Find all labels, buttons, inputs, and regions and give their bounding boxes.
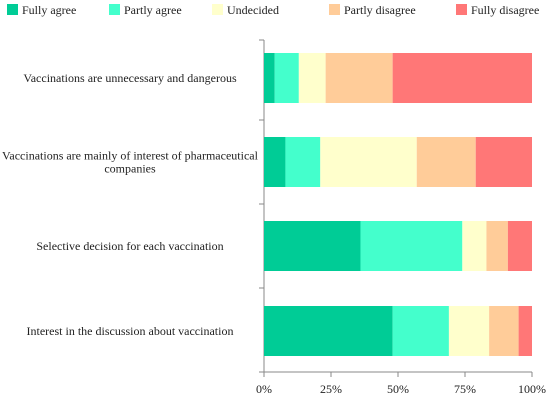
bar-segment [475,137,532,187]
legend-item: Fully disagree [456,3,539,17]
legend-label: Fully disagree [471,3,539,17]
bar-segment [264,221,361,271]
category-labels: Vaccinations are unnecessary and dangero… [2,71,259,338]
bar-segment [392,53,532,103]
category-label-line: Vaccinations are mainly of interest of p… [2,149,259,163]
legend-item: Undecided [212,3,279,17]
bar-segment [448,306,490,356]
bar-segment [264,53,275,103]
legend-swatch [329,4,340,15]
legend-label: Undecided [227,3,279,17]
bar-segment [264,137,286,187]
legend-item: Partly agree [109,3,182,17]
legend-swatch [456,4,467,15]
legend: Fully agree Partly agree Undecided Partly d… [7,3,539,17]
bar-segment [264,306,393,356]
bar-segment [325,53,393,103]
bars [264,53,532,356]
legend-label: Partly agree [124,3,182,17]
x-tick-label: 25% [320,382,342,396]
category-label-line: companies [104,162,156,176]
x-tick-label: 0% [256,382,272,396]
bar-segment [416,137,476,187]
bar-segment [285,137,321,187]
category-label: Selective decision for each vaccination [36,239,223,253]
category-label: Vaccinations are mainly of interest of p… [2,149,259,176]
x-tick-label: 75% [454,382,476,396]
bar-segment [320,137,417,187]
bar-segment [518,306,532,356]
bar-segment [489,306,519,356]
bar-segment [360,221,463,271]
legend-label: Fully agree [22,3,76,17]
category-label-line: Interest in the discussion about vaccina… [27,324,234,338]
bar-segment [507,221,532,271]
bar-segment [298,53,326,103]
bar-segment [462,221,487,271]
legend-swatch [109,4,120,15]
bar-segment [392,306,449,356]
x-tick-label: 50% [387,382,409,396]
legend-item: Partly disagree [329,3,416,17]
bar-segment [274,53,299,103]
category-label: Vaccinations are unnecessary and dangero… [23,71,237,85]
legend-item: Fully agree [7,3,76,17]
legend-label: Partly disagree [344,3,416,17]
category-label-line: Vaccinations are unnecessary and dangero… [23,71,237,85]
legend-swatch [212,4,223,15]
x-tick-label: 100% [518,382,546,396]
category-label: Interest in the discussion about vaccina… [27,324,234,338]
x-tick-labels: 0% 25% 50% 75% 100% [256,382,546,396]
category-label-line: Selective decision for each vaccination [36,239,223,253]
bar-segment [486,221,508,271]
legend-swatch [7,4,18,15]
